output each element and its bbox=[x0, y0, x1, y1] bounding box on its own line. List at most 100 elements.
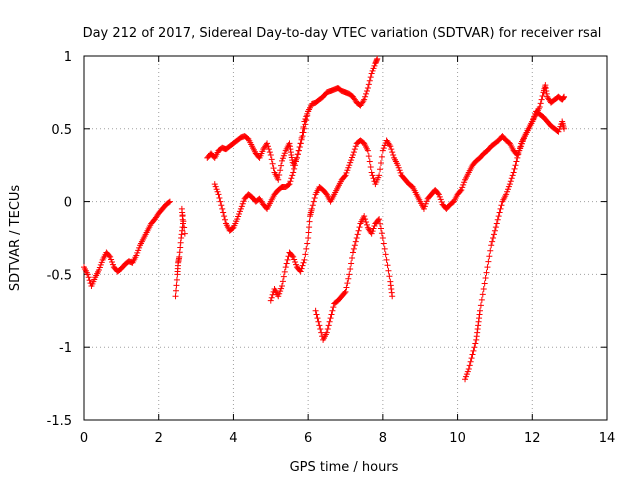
data-point-arc-5 bbox=[370, 175, 377, 182]
data-point-arc-5 bbox=[305, 229, 312, 236]
data-point-arc-3 bbox=[365, 81, 372, 88]
data-point-arc-1 bbox=[134, 249, 141, 256]
data-point-arc-6 bbox=[376, 216, 383, 223]
data-point-arc-6 bbox=[349, 255, 356, 262]
x-tick-label: 12 bbox=[524, 431, 541, 446]
data-point-arc-7 bbox=[465, 366, 472, 373]
data-point-arc-4 bbox=[303, 117, 310, 124]
data-point-arc-4 bbox=[218, 202, 225, 209]
data-point-arc-4 bbox=[291, 165, 298, 172]
data-point-arc-5 bbox=[379, 147, 386, 154]
data-point-arc-7 bbox=[467, 358, 474, 365]
data-point-arc-4 bbox=[234, 216, 241, 223]
y-tick-label: 0 bbox=[64, 196, 72, 211]
data-point-arc-4 bbox=[217, 198, 224, 205]
data-point-arc-5 bbox=[268, 294, 275, 301]
data-point-arc-5 bbox=[388, 146, 395, 153]
data-point-arc-4 bbox=[212, 183, 219, 190]
data-point-arc-7 bbox=[492, 224, 499, 231]
data-point-arc-5 bbox=[290, 253, 297, 260]
data-point-arc-6 bbox=[355, 227, 362, 234]
data-point-arc-7 bbox=[488, 242, 495, 249]
data-point-arc-4 bbox=[301, 125, 308, 132]
data-point-arc-5 bbox=[345, 164, 352, 171]
data-point-arc-3 bbox=[371, 62, 378, 69]
data-point-arc-2 bbox=[172, 293, 179, 300]
data-point-arc-4 bbox=[220, 209, 227, 216]
data-point-arc-5 bbox=[311, 194, 318, 201]
x-tick-label: 10 bbox=[449, 431, 466, 446]
data-point-arc-7 bbox=[484, 264, 491, 271]
data-point-arc-4 bbox=[237, 205, 244, 212]
data-point-arc-5 bbox=[378, 153, 385, 160]
data-point-arc-7 bbox=[505, 183, 512, 190]
data-point-arc-3 bbox=[264, 143, 271, 150]
data-point-arc-5 bbox=[283, 260, 290, 267]
data-point-arc-1 bbox=[165, 199, 172, 206]
x-tick-label: 2 bbox=[155, 431, 163, 446]
data-point-arc-3 bbox=[276, 172, 283, 179]
data-point-arc-1 bbox=[85, 274, 92, 281]
data-point-arc-4 bbox=[292, 162, 299, 169]
data-point-arc-4 bbox=[239, 200, 246, 207]
data-point-arc-2 bbox=[181, 224, 188, 231]
data-point-arc-5 bbox=[377, 166, 384, 173]
data-point-arc-6 bbox=[386, 273, 393, 280]
data-point-arc-5 bbox=[310, 198, 317, 205]
data-point-arc-6 bbox=[371, 222, 378, 229]
data-point-arc-7 bbox=[504, 188, 511, 195]
y-tick-label: -1.5 bbox=[47, 414, 72, 429]
data-point-arc-5 bbox=[365, 153, 372, 160]
data-point-arc-7 bbox=[491, 227, 498, 234]
data-point-arc-3 bbox=[278, 162, 285, 169]
data-point-arc-4 bbox=[304, 112, 311, 119]
data-point-arc-6 bbox=[329, 307, 336, 314]
data-point-arc-7 bbox=[490, 235, 497, 241]
data-point-arc-7 bbox=[469, 351, 476, 358]
data-point-arc-7 bbox=[536, 103, 543, 110]
data-point-arc-7 bbox=[478, 296, 485, 303]
data-point-arc-3 bbox=[363, 90, 370, 97]
data-point-arc-1 bbox=[97, 261, 104, 268]
data-point-arc-5 bbox=[278, 283, 285, 290]
data-point-arc-4 bbox=[215, 191, 222, 198]
data-point-arc-3 bbox=[364, 85, 371, 92]
data-point-arc-1 bbox=[109, 261, 116, 268]
data-point-arc-7 bbox=[561, 93, 568, 100]
data-point-arc-6 bbox=[351, 242, 358, 249]
data-point-arc-4 bbox=[297, 140, 304, 147]
data-point-arc-3 bbox=[277, 167, 284, 174]
data-point-arc-6 bbox=[352, 238, 359, 245]
data-point-arc-4 bbox=[221, 213, 228, 220]
data-point-arc-3 bbox=[278, 157, 285, 164]
data-point-arc-5 bbox=[275, 293, 282, 300]
data-point-arc-5 bbox=[561, 125, 568, 132]
data-point-arc-5 bbox=[461, 179, 468, 186]
data-point-arc-6 bbox=[312, 307, 319, 314]
data-point-arc-4 bbox=[211, 181, 218, 188]
data-point-arc-6 bbox=[346, 271, 353, 278]
data-point-arc-5 bbox=[346, 162, 353, 169]
data-point-arc-7 bbox=[496, 209, 503, 216]
data-point-arc-5 bbox=[277, 288, 284, 295]
data-point-arc-6 bbox=[343, 284, 350, 291]
data-point-arc-6 bbox=[380, 240, 387, 247]
data-point-arc-1 bbox=[106, 252, 113, 259]
data-point-arc-5 bbox=[364, 147, 371, 154]
y-tick-label: 1 bbox=[64, 50, 72, 65]
data-point-arc-7 bbox=[506, 181, 513, 188]
data-point-arc-1 bbox=[95, 267, 102, 274]
y-tick-label: 0.5 bbox=[51, 123, 72, 138]
data-point-arc-4 bbox=[293, 158, 300, 165]
data-point-arc-6 bbox=[377, 220, 384, 227]
data-point-arc-5 bbox=[309, 202, 316, 209]
data-point-arc-5 bbox=[421, 203, 428, 210]
data-point-arc-1 bbox=[133, 252, 140, 259]
data-point-arc-6 bbox=[314, 315, 321, 322]
data-point-arc-5 bbox=[303, 245, 310, 252]
data-point-arc-5 bbox=[459, 184, 466, 191]
data-point-arc-7 bbox=[510, 169, 517, 176]
data-point-arc-5 bbox=[344, 167, 351, 174]
data-point-arc-5 bbox=[458, 186, 465, 193]
data-point-arc-7 bbox=[538, 96, 545, 103]
